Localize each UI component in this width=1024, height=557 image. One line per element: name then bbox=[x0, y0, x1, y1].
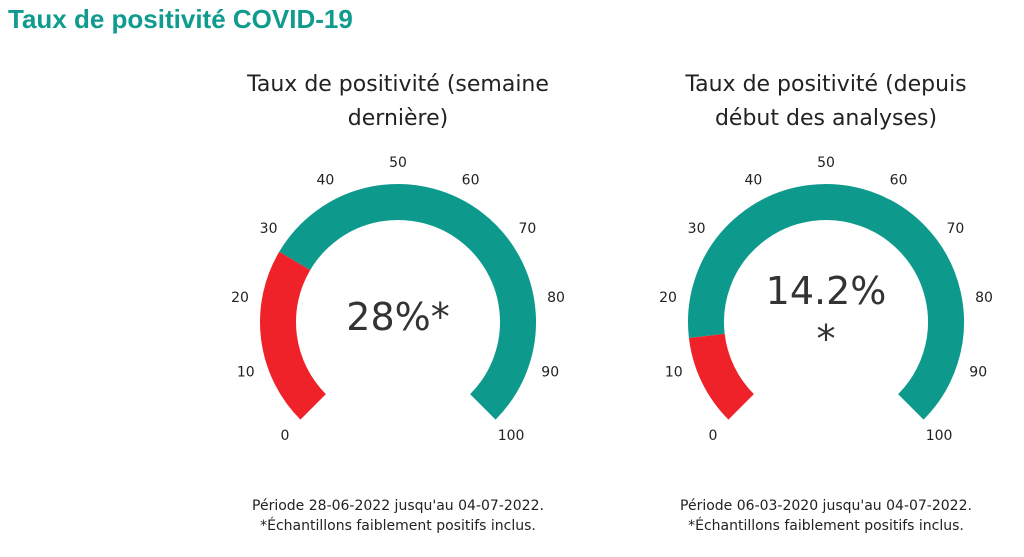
gauge-tick-label: 80 bbox=[975, 290, 993, 306]
gauge-value-arc bbox=[688, 333, 755, 420]
gauge-chart: 0 10 20 30 40 50 60 70 80 90 100 28%* bbox=[231, 155, 565, 444]
gauge-note: *Échantillons faiblement positifs inclus… bbox=[688, 518, 964, 534]
gauge-period: Période 28-06-2022 jusqu'au 04-07-2022. bbox=[252, 498, 544, 514]
gauge-caption: Période 28-06-2022 jusqu'au 04-07-2022. … bbox=[178, 496, 618, 536]
gauge-period: Période 06-03-2020 jusqu'au 04-07-2022. bbox=[680, 498, 972, 514]
gauge-tick-label: 20 bbox=[231, 290, 249, 306]
gauge-tick-label: 30 bbox=[688, 221, 706, 237]
gauge-tick-label: 100 bbox=[498, 428, 525, 444]
gauge-tick-label: 50 bbox=[389, 155, 407, 171]
gauge-tick-label: 90 bbox=[541, 364, 559, 380]
gauge-tick-label: 40 bbox=[316, 172, 334, 188]
gauge-tick-label: 30 bbox=[260, 221, 278, 237]
gauge-tick-label: 70 bbox=[946, 221, 964, 237]
gauge-caption: Période 06-03-2020 jusqu'au 04-07-2022. … bbox=[606, 496, 1024, 536]
gauge-title-line2: dernière) bbox=[347, 106, 449, 131]
page-title: Taux de positivité COVID-19 bbox=[8, 4, 353, 34]
gauge-tick-label: 40 bbox=[744, 172, 762, 188]
gauge-remaining-arc bbox=[279, 184, 536, 420]
gauge-tick-label: 90 bbox=[969, 364, 987, 380]
gauge-panel-last-week: Taux de positivité (semaine dernière) 0 1… bbox=[178, 62, 618, 552]
gauge-tick-label: 80 bbox=[547, 290, 565, 306]
gauge-tick-label: 10 bbox=[237, 364, 255, 380]
gauge-value-label: 28%* bbox=[346, 295, 449, 339]
gauge-title: Taux de positivité (depuis début des ana… bbox=[606, 68, 1024, 136]
gauge-panel-since-start: Taux de positivité (depuis début des ana… bbox=[606, 62, 1024, 552]
gauge-tick-label: 0 bbox=[280, 428, 289, 444]
gauge-tick-label: 0 bbox=[708, 428, 717, 444]
gauge-tick-label: 60 bbox=[462, 172, 480, 188]
gauge-tick-label: 10 bbox=[665, 364, 683, 380]
gauge-tick-label: 20 bbox=[659, 290, 677, 306]
gauge-tick-label: 100 bbox=[926, 428, 953, 444]
gauge-title-line1: Taux de positivité (depuis bbox=[685, 72, 967, 97]
gauge-chart: 0 10 20 30 40 50 60 70 80 90 100 14.2% * bbox=[659, 155, 993, 444]
gauge-title-line1: Taux de positivité (semaine bbox=[247, 72, 549, 97]
gauge-tick-label: 70 bbox=[518, 221, 536, 237]
gauge-title: Taux de positivité (semaine dernière) bbox=[178, 68, 618, 136]
gauge-value-asterisk: * bbox=[817, 317, 836, 361]
gauge-note: *Échantillons faiblement positifs inclus… bbox=[260, 518, 536, 534]
gauge-tick-label: 50 bbox=[817, 155, 835, 171]
gauge-value-label: 14.2% bbox=[766, 269, 887, 313]
gauge-value-arc bbox=[260, 251, 327, 420]
gauge-remaining-arc bbox=[688, 184, 964, 420]
gauge-title-line2: début des analyses) bbox=[714, 106, 938, 131]
gauge-tick-label: 60 bbox=[890, 172, 908, 188]
